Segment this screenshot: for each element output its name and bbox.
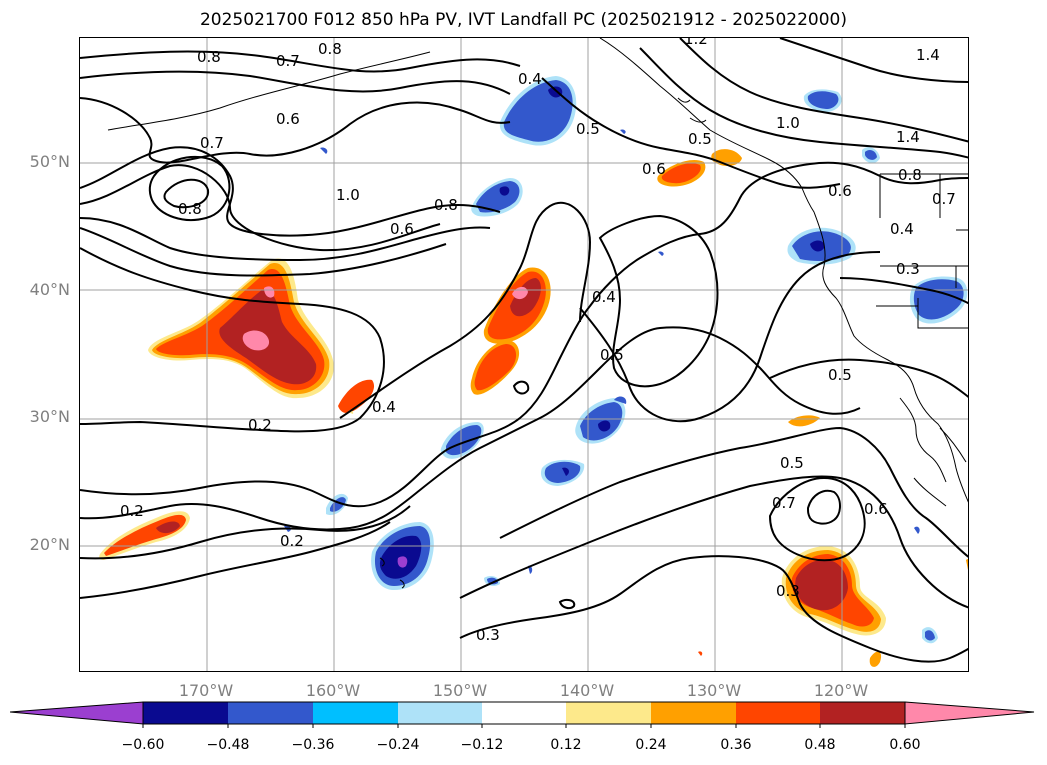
lon-label-140w: 140°W (559, 681, 615, 700)
positive-anomaly-small (338, 379, 375, 413)
colorbar-tick: 0.48 (804, 737, 836, 753)
colorbar-bin (820, 702, 905, 724)
colorbar-tick: 0.12 (550, 737, 582, 753)
contour-labels: 0.8 0.7 0.8 0.7 0.6 0.8 1.0 0.8 0.6 0.4 … (120, 38, 956, 644)
colorbar-bin (566, 702, 651, 724)
colorbar-bin (398, 702, 482, 724)
colorbar-tick: 0.24 (635, 737, 667, 753)
contour-label: 0.7 (200, 134, 224, 152)
positive-anomaly-west-pink (242, 330, 270, 351)
map-canvas: 0.8 0.7 0.8 0.7 0.6 0.8 1.0 0.8 0.6 0.4 … (80, 38, 968, 671)
contour-label: 0.7 (772, 494, 796, 512)
colorbar-under-arrow (10, 701, 144, 725)
colorbar-bin (143, 702, 228, 724)
contour-label: 0.8 (197, 48, 221, 66)
contour-label: 0.5 (576, 120, 600, 138)
contour-label: 0.2 (120, 502, 144, 520)
contour-label: 1.4 (916, 46, 940, 64)
contour-label: 0.3 (896, 260, 920, 278)
colorbar-tick: 0.60 (889, 737, 921, 753)
colorbar-tick: 0.36 (720, 737, 752, 753)
contour-label: 0.7 (932, 190, 956, 208)
colorbar-bin (313, 702, 398, 724)
contour-label: 0.6 (276, 110, 300, 128)
contour-label: 0.7 (276, 52, 300, 70)
colorbar-tick: −0.36 (291, 737, 335, 753)
contour-label: 0.8 (178, 200, 202, 218)
contour-label: 0.8 (434, 196, 458, 214)
colorbar-tick: −0.12 (460, 737, 504, 753)
map-title: 2025021700 F012 850 hPa PV, IVT Landfall… (199, 10, 847, 30)
contour-label: 1.4 (896, 128, 920, 146)
contour-label: 0.4 (518, 70, 542, 88)
lon-label-120w: 120°W (813, 681, 869, 700)
lat-label-20n: 20°N (29, 535, 70, 554)
pv-fill-layer (99, 76, 968, 667)
contour-label: 0.6 (642, 160, 666, 178)
contour-label: 0.5 (688, 130, 712, 148)
lon-label-160w: 160°W (305, 681, 361, 700)
contour-label: 1.0 (776, 114, 800, 132)
colorbar-tick: −0.48 (206, 737, 250, 753)
colorbar-tick: −0.24 (376, 737, 420, 753)
pv-contour-layer (80, 38, 968, 663)
contour-label: 0.5 (828, 366, 852, 384)
graticule (80, 38, 968, 671)
contour-label: 0.4 (592, 288, 616, 306)
contour-label: 0.4 (372, 398, 396, 416)
contour-label: 0.2 (248, 416, 272, 434)
contour-label: 0.8 (318, 40, 342, 58)
contour-label: 0.3 (776, 582, 800, 600)
contour-label: 0.6 (828, 182, 852, 200)
contour-label: 0.5 (600, 346, 624, 364)
coastline-layer (107, 38, 968, 589)
colorbar-bin (228, 702, 313, 724)
map-panel: 0.8 0.7 0.8 0.7 0.6 0.8 1.0 0.8 0.6 0.4 … (79, 37, 969, 672)
lat-label-30n: 30°N (29, 407, 70, 426)
contour-label: 1.2 (684, 38, 708, 48)
contour-label: 0.6 (864, 500, 888, 518)
contour-label: 1.0 (336, 186, 360, 204)
colorbar-bin (482, 702, 566, 724)
contour-label: 0.3 (476, 626, 500, 644)
contour-label: 0.6 (390, 220, 414, 238)
contour-label: 0.2 (280, 532, 304, 550)
colorbar-bin (736, 702, 820, 724)
lat-label-40n: 40°N (29, 280, 70, 299)
contour-label: 0.4 (890, 220, 914, 238)
lon-label-170w: 170°W (178, 681, 234, 700)
lon-label-130w: 130°W (686, 681, 742, 700)
colorbar-tick: −0.60 (121, 737, 165, 753)
lat-label-50n: 50°N (29, 152, 70, 171)
lon-label-150w: 150°W (432, 681, 488, 700)
contour-label: 0.8 (898, 166, 922, 184)
contour-label: 0.5 (780, 454, 804, 472)
colorbar (10, 701, 1035, 728)
positive-anomaly-west-darkred (219, 289, 317, 385)
colorbar-over-arrow (904, 701, 1035, 725)
colorbar-bin (651, 702, 736, 724)
